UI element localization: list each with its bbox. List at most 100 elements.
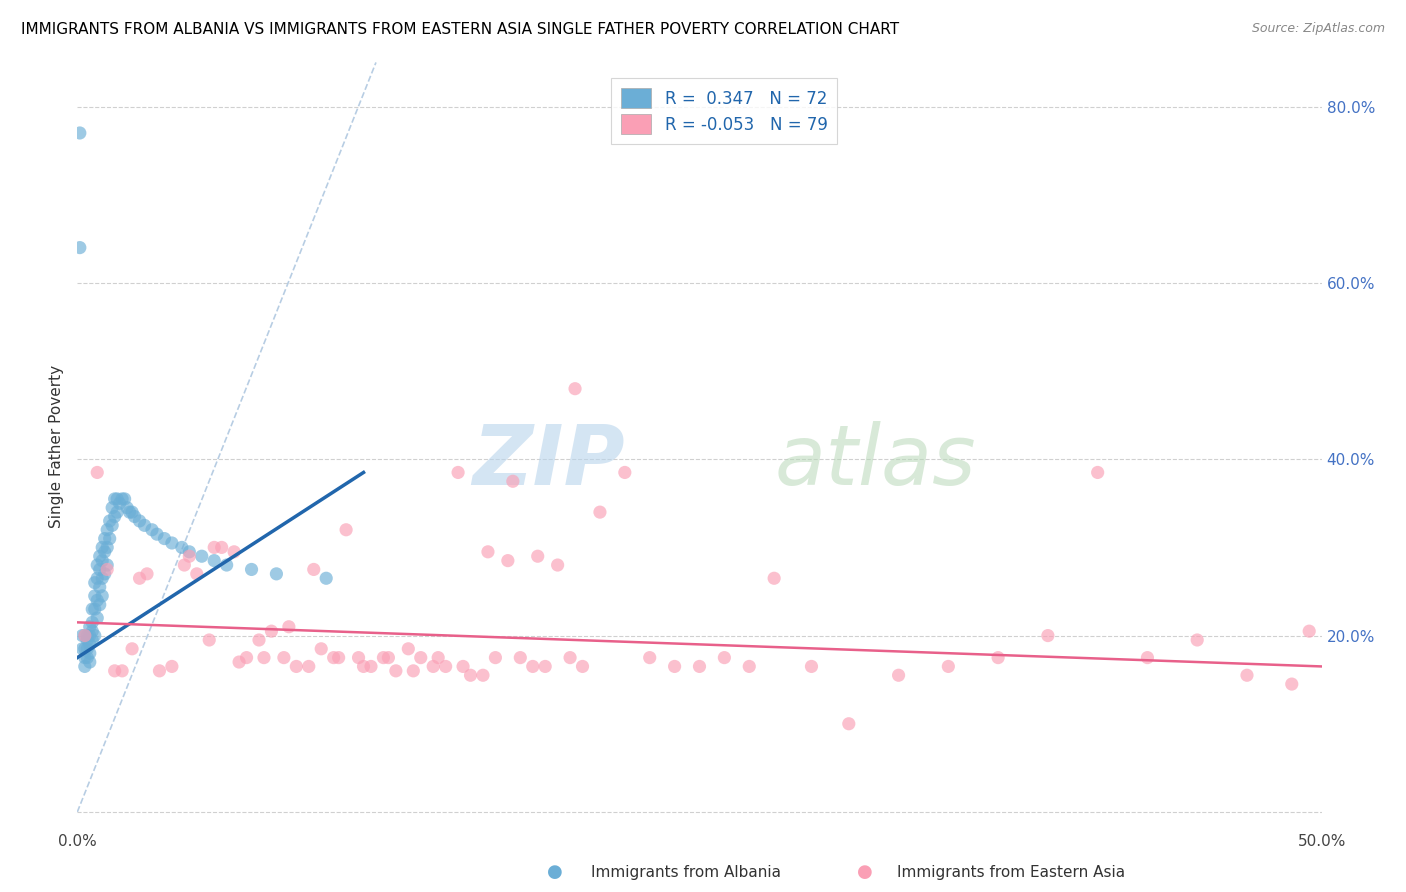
Point <box>91 589 114 603</box>
Point <box>451 659 474 673</box>
Point <box>240 562 263 576</box>
Point <box>409 650 432 665</box>
Point <box>86 611 108 625</box>
Point <box>198 632 221 647</box>
Point <box>1136 650 1159 665</box>
Point <box>83 602 105 616</box>
Point <box>89 549 111 564</box>
Point <box>79 637 101 651</box>
Point <box>136 566 159 581</box>
Point <box>936 659 959 673</box>
Point <box>96 558 118 572</box>
Point <box>93 532 115 546</box>
Point <box>260 624 283 639</box>
Point <box>186 566 208 581</box>
Point <box>385 664 408 678</box>
Point <box>86 466 108 480</box>
Point <box>98 514 121 528</box>
Point <box>173 558 195 572</box>
Point <box>160 659 183 673</box>
Point <box>211 541 233 555</box>
Point <box>69 241 91 255</box>
Point <box>477 545 499 559</box>
Point <box>472 668 495 682</box>
Point <box>277 620 299 634</box>
Point <box>91 541 114 555</box>
Point <box>447 466 470 480</box>
Point <box>215 558 238 572</box>
Point <box>247 632 270 647</box>
Point <box>79 629 101 643</box>
Point <box>76 629 98 643</box>
Point <box>96 562 118 576</box>
Point <box>353 659 375 673</box>
Point <box>179 545 201 559</box>
Point <box>613 466 636 480</box>
Point <box>1298 624 1320 639</box>
Point <box>1185 632 1208 647</box>
Point <box>121 641 143 656</box>
Point <box>434 659 457 673</box>
Point <box>101 500 124 515</box>
Text: IMMIGRANTS FROM ALBANIA VS IMMIGRANTS FROM EASTERN ASIA SINGLE FATHER POVERTY CO: IMMIGRANTS FROM ALBANIA VS IMMIGRANTS FR… <box>21 22 900 37</box>
Point <box>73 629 96 643</box>
Point <box>91 571 114 585</box>
Point <box>79 646 101 660</box>
Point <box>235 650 257 665</box>
Point <box>148 664 170 678</box>
Point <box>76 641 98 656</box>
Point <box>763 571 786 585</box>
Point <box>153 532 176 546</box>
Point <box>82 615 104 630</box>
Point <box>96 523 118 537</box>
Point <box>484 650 506 665</box>
Point <box>377 650 399 665</box>
Point <box>82 624 104 639</box>
Point <box>179 549 201 564</box>
Point <box>202 554 225 568</box>
Point <box>73 650 96 665</box>
Point <box>309 641 332 656</box>
Point <box>558 650 581 665</box>
Legend: R =  0.347   N = 72, R = -0.053   N = 79: R = 0.347 N = 72, R = -0.053 N = 79 <box>612 78 838 144</box>
Point <box>800 659 823 673</box>
Point <box>101 518 124 533</box>
Text: ZIP: ZIP <box>472 421 624 502</box>
Point <box>73 641 96 656</box>
Point <box>96 541 118 555</box>
Point <box>86 558 108 572</box>
Point <box>69 126 91 140</box>
Point <box>638 650 661 665</box>
Point <box>713 650 735 665</box>
Point <box>191 549 214 564</box>
Point <box>273 650 295 665</box>
Point <box>838 716 860 731</box>
Point <box>285 659 308 673</box>
Point <box>315 571 337 585</box>
Point <box>111 491 134 506</box>
Point <box>89 580 111 594</box>
Point <box>253 650 276 665</box>
Point <box>170 541 193 555</box>
Point <box>887 668 910 682</box>
Point <box>104 664 127 678</box>
Point <box>427 650 450 665</box>
Point <box>82 602 104 616</box>
Text: atlas: atlas <box>775 421 976 502</box>
Point <box>224 545 246 559</box>
Point <box>89 598 111 612</box>
Point <box>322 650 344 665</box>
Point <box>93 566 115 581</box>
Point <box>86 571 108 585</box>
Point <box>82 632 104 647</box>
Text: ●: ● <box>547 863 564 881</box>
Point <box>72 629 94 643</box>
Point <box>111 664 134 678</box>
Point <box>502 475 524 489</box>
Point <box>1087 466 1109 480</box>
Point <box>124 509 146 524</box>
Point <box>115 500 138 515</box>
Point <box>93 545 115 559</box>
Point <box>104 509 127 524</box>
Point <box>98 532 121 546</box>
